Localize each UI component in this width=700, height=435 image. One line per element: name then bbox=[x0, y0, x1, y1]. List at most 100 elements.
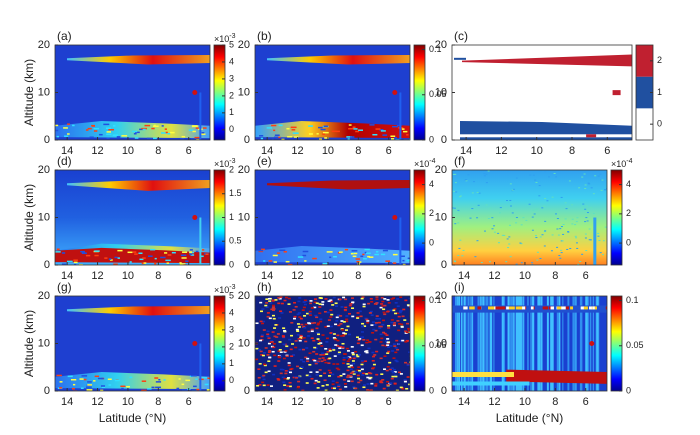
upper-layer bbox=[267, 54, 410, 65]
speckle bbox=[320, 128, 326, 131]
speckle bbox=[589, 239, 592, 241]
speckle bbox=[453, 260, 456, 262]
speckle bbox=[313, 359, 317, 362]
speckle bbox=[313, 322, 317, 324]
y-tick-label: 10 bbox=[238, 86, 250, 98]
speckle bbox=[551, 196, 554, 198]
speckle bbox=[80, 387, 84, 390]
speckle bbox=[485, 182, 488, 184]
x-tick-label: 8 bbox=[355, 396, 361, 408]
speckle bbox=[331, 130, 337, 133]
stripe bbox=[587, 296, 589, 391]
speckle bbox=[269, 302, 273, 304]
speckle bbox=[180, 137, 185, 140]
speckle bbox=[506, 238, 509, 240]
speckle bbox=[375, 302, 379, 304]
speckle bbox=[382, 331, 386, 334]
speckle bbox=[569, 248, 572, 250]
speckle bbox=[282, 381, 286, 384]
speckle bbox=[274, 134, 280, 136]
speckle bbox=[385, 263, 389, 265]
stripe bbox=[455, 296, 457, 391]
upper-layer bbox=[521, 306, 524, 310]
speckle bbox=[264, 347, 268, 349]
x-tick-label: 10 bbox=[531, 145, 543, 157]
y-tick-label: 20 bbox=[38, 290, 50, 302]
speckle bbox=[166, 262, 170, 264]
exponent-power: -4 bbox=[429, 158, 435, 165]
speckle bbox=[141, 380, 147, 382]
speckle bbox=[558, 255, 561, 257]
speckle bbox=[121, 135, 128, 137]
speckle bbox=[264, 304, 268, 307]
speckle bbox=[402, 308, 406, 311]
speckle bbox=[406, 322, 410, 325]
y-tick-label: 20 bbox=[238, 290, 250, 302]
stripe bbox=[579, 296, 583, 391]
speckle bbox=[262, 374, 266, 377]
speckle bbox=[287, 362, 291, 364]
speckle bbox=[202, 249, 205, 251]
speckle bbox=[331, 373, 335, 376]
colorbar-tick-label: 0 bbox=[429, 385, 434, 395]
speckle bbox=[351, 307, 355, 310]
speckle bbox=[536, 259, 539, 261]
speckle bbox=[112, 125, 116, 127]
speckle bbox=[454, 223, 457, 225]
speckle bbox=[350, 136, 355, 138]
speckle bbox=[73, 259, 78, 261]
speckle bbox=[314, 314, 318, 317]
colorbar-frame bbox=[413, 295, 426, 392]
colorbar-tick-label: 2 bbox=[229, 90, 234, 100]
stripe bbox=[520, 296, 524, 391]
speckle bbox=[282, 357, 286, 360]
speckle bbox=[259, 350, 263, 353]
speckle bbox=[383, 298, 387, 300]
speckle bbox=[372, 355, 376, 358]
speckle bbox=[392, 253, 398, 256]
heatmap bbox=[452, 170, 607, 265]
colorbar-frame bbox=[413, 169, 426, 266]
speckle bbox=[539, 170, 542, 172]
y-tick-label: 10 bbox=[238, 337, 250, 349]
speckle bbox=[493, 231, 496, 233]
speckle bbox=[100, 385, 106, 387]
speckle bbox=[343, 353, 347, 355]
speckle bbox=[308, 314, 312, 316]
upper-layer bbox=[469, 306, 475, 310]
speckle bbox=[403, 380, 407, 383]
stripe bbox=[482, 296, 485, 391]
speckle bbox=[322, 133, 326, 135]
speckle bbox=[358, 369, 362, 372]
speckle bbox=[535, 181, 538, 183]
speckle bbox=[279, 249, 286, 252]
stripe bbox=[551, 296, 554, 391]
speckle bbox=[465, 179, 468, 181]
speckle bbox=[349, 302, 353, 305]
exponent-base: ×10 bbox=[214, 159, 229, 169]
speckle bbox=[362, 253, 365, 256]
speckle bbox=[276, 252, 281, 254]
speckle bbox=[566, 248, 569, 250]
speckle bbox=[276, 333, 280, 335]
speckle bbox=[261, 248, 265, 251]
stripe bbox=[527, 296, 529, 391]
speckle bbox=[327, 319, 331, 321]
column bbox=[399, 217, 402, 265]
speckle bbox=[321, 334, 325, 336]
speckle bbox=[153, 137, 157, 140]
stripe bbox=[480, 296, 482, 391]
x-tick-label: 14 bbox=[460, 145, 472, 157]
speckle bbox=[260, 354, 264, 356]
colorbar-segment bbox=[636, 45, 653, 77]
speckle bbox=[366, 339, 370, 341]
speckle bbox=[409, 306, 410, 308]
speckle bbox=[266, 354, 270, 356]
colorbar-tick-label: 2 bbox=[229, 341, 234, 351]
colorbar-tick-label: 4 bbox=[626, 179, 631, 189]
speckle bbox=[404, 361, 408, 364]
speckle bbox=[396, 298, 400, 300]
speckle bbox=[329, 309, 333, 311]
speckle bbox=[271, 350, 275, 353]
speckle bbox=[155, 386, 161, 389]
